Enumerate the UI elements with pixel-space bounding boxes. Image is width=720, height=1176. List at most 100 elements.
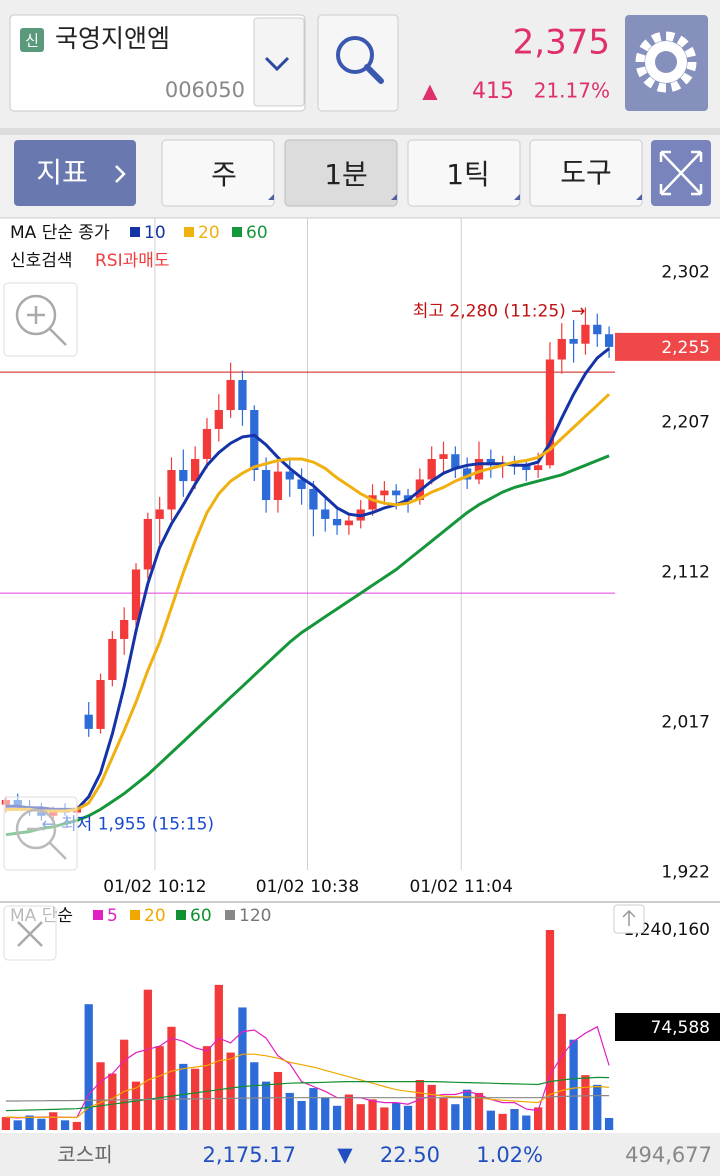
volume-bar — [60, 1120, 70, 1130]
volume-bar — [131, 1081, 141, 1130]
last-volume-tag — [615, 1013, 720, 1041]
candle-body — [250, 410, 259, 471]
corner-mark — [268, 194, 274, 200]
index-change: 22.50 — [380, 1143, 440, 1167]
volume-bar — [415, 1080, 424, 1130]
candle-body — [427, 458, 436, 480]
scroll-up-icon — [622, 909, 636, 926]
volume-bar — [486, 1110, 495, 1130]
candle-body — [297, 479, 306, 489]
period-button[interactable] — [161, 139, 275, 207]
candle-body — [581, 324, 590, 344]
period-button[interactable] — [284, 139, 398, 207]
volume-bar — [427, 1084, 436, 1130]
candle-body — [96, 679, 105, 729]
last-price-tag — [615, 332, 720, 361]
zoom-out-button[interactable] — [3, 796, 78, 871]
x-tick-label: 01/02 10:12 — [103, 877, 206, 897]
candle-body — [155, 509, 164, 519]
volume-bar — [498, 1113, 507, 1130]
volume-bar — [545, 930, 555, 1130]
volume-bar — [167, 1026, 176, 1130]
candle-body — [167, 470, 176, 510]
volume-bar — [297, 1100, 306, 1130]
zoom-icon-detail — [27, 827, 67, 860]
legend-swatch — [130, 910, 140, 920]
tool-button[interactable] — [529, 139, 643, 207]
index-volume: 494,677 — [625, 1143, 712, 1167]
toolbar-label: 도구 — [560, 156, 612, 189]
legend-label: 5 — [107, 906, 118, 926]
toolbar-label: 1분 — [324, 158, 368, 191]
volume-bar — [368, 1099, 377, 1130]
volume-bar — [581, 1075, 590, 1130]
ma-line — [5, 454, 610, 837]
indicator-button[interactable] — [14, 140, 136, 206]
candle-body — [474, 458, 484, 480]
volume-bar — [533, 1107, 543, 1130]
candle-body — [214, 410, 223, 429]
dropdown-button[interactable] — [253, 17, 305, 107]
stock-box[interactable] — [9, 14, 306, 112]
candle-body — [273, 471, 283, 501]
y-tick-label: 2,207 — [661, 413, 710, 433]
candle-body — [321, 509, 330, 519]
corner-mark — [514, 194, 520, 200]
candle-body — [380, 490, 389, 496]
signal-label: 신호검색 — [10, 251, 73, 271]
footer-bg — [0, 1133, 720, 1176]
index-name: 코스피 — [57, 1143, 112, 1167]
volume-bar — [474, 1092, 484, 1130]
volume-bar — [604, 1117, 614, 1130]
volume-bar — [356, 1104, 365, 1130]
legend-label: 60 — [246, 223, 268, 243]
last-volume-label: 74,588 — [651, 1018, 710, 1038]
candle-body — [143, 518, 152, 570]
search-icon — [336, 36, 374, 74]
volume-bar — [108, 1073, 117, 1130]
volume-bar — [84, 1004, 93, 1130]
volume-bar — [13, 1120, 22, 1130]
candle-body — [545, 359, 555, 466]
candle-body — [261, 470, 271, 501]
dropdown-icon — [264, 56, 290, 72]
volume-bar — [285, 1092, 294, 1130]
volume-ma-line — [5, 1095, 610, 1102]
candle-body — [108, 638, 117, 680]
chevron — [115, 165, 126, 183]
volume-bar — [37, 1118, 46, 1130]
zoom-in-button[interactable] — [3, 282, 78, 357]
candle-body — [226, 380, 235, 411]
period-button[interactable] — [407, 139, 521, 207]
expand-icon — [659, 150, 703, 196]
volume-bar — [439, 1097, 448, 1130]
volume-bar — [273, 1071, 283, 1130]
volume-bar — [403, 1105, 413, 1130]
ma-line — [5, 393, 611, 813]
candle-body — [191, 458, 200, 482]
corner-mark — [636, 194, 642, 200]
volume-bar — [72, 1121, 82, 1130]
legend-label: 60 — [190, 906, 212, 926]
search-button[interactable] — [317, 14, 399, 112]
volume-bar — [261, 1081, 271, 1130]
volume-bar — [202, 1046, 212, 1130]
candle-body — [344, 520, 354, 526]
candle-body — [392, 490, 401, 496]
candle-body — [131, 569, 141, 620]
y-tick-label: 2,017 — [661, 713, 710, 733]
volume-bar — [250, 1062, 259, 1130]
volume-bar — [321, 1097, 330, 1130]
volume-bar — [309, 1088, 318, 1130]
x-tick-label: 01/02 11:04 — [410, 877, 513, 897]
volume-bar — [463, 1089, 472, 1130]
candle-body — [179, 470, 188, 482]
search-icon-handle — [364, 64, 384, 84]
separator — [0, 128, 720, 135]
volume-bar — [557, 1013, 566, 1130]
last-price-label: 2,255 — [661, 338, 710, 358]
toolbar-label: 지표 — [36, 156, 88, 189]
volume-bar — [392, 1102, 401, 1130]
legend-title: MA 단순 종가 — [10, 223, 110, 243]
